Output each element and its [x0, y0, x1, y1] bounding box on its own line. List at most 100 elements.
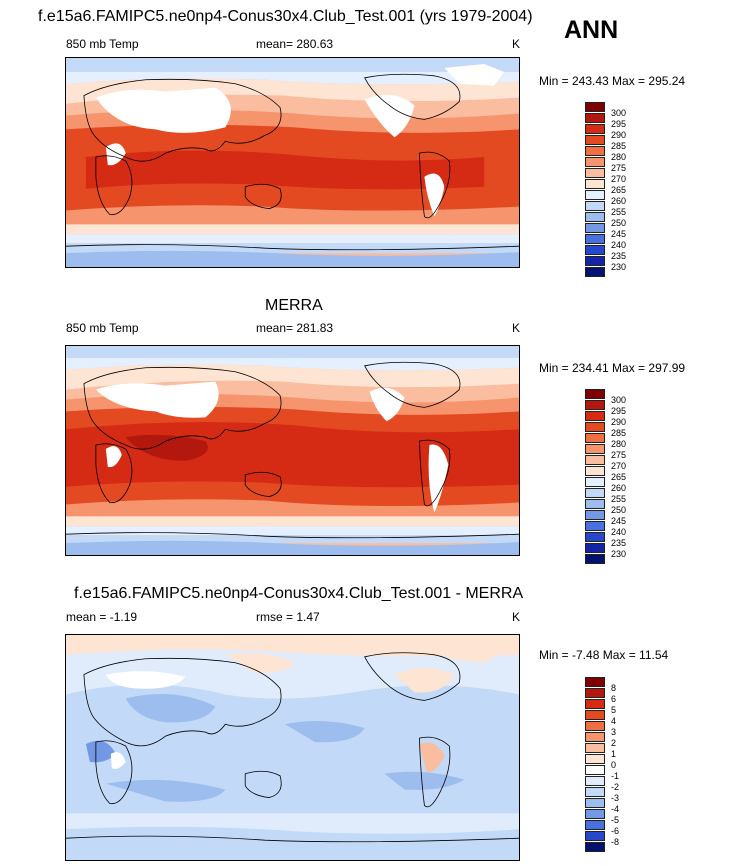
colorbar-swatch [585, 135, 605, 145]
colorbar-swatch [585, 776, 605, 786]
colorbar-swatch [585, 732, 605, 742]
colorbar-swatch [585, 422, 605, 432]
colorbar-label: 300 [611, 108, 627, 118]
colorbar-label: 300 [611, 395, 627, 405]
colorbar-swatch [585, 765, 605, 775]
colorbar-label: 285 [611, 141, 627, 151]
colorbar-label: -5 [611, 815, 620, 825]
colorbar-label: 0 [611, 760, 617, 770]
colorbar-swatch [585, 201, 605, 211]
top-panel-title: f.e15a6.FAMIPC5.ne0np4-Conus30x4.Club_Te… [38, 8, 533, 25]
colorbar-swatch [585, 488, 605, 498]
colorbar-swatch [585, 102, 605, 112]
middle-mean-label: mean= 281.83 [256, 321, 334, 335]
colorbar-label: -4 [611, 804, 620, 814]
colorbar-swatch [585, 223, 605, 233]
bottom-min-max-label: Min = -7.48 Max = 11.54 [539, 648, 669, 662]
colorbar-label: 230 [611, 262, 627, 272]
colorbar-label: 280 [611, 439, 627, 449]
colorbar-swatch [585, 842, 605, 852]
middle-panel-title: MERRA [265, 297, 323, 314]
top-units-label: K [512, 37, 521, 51]
colorbar-label: 265 [611, 472, 627, 482]
colorbar-label: 6 [611, 694, 617, 704]
colorbar-swatch [585, 554, 605, 564]
colorbar-label: 250 [611, 218, 627, 228]
colorbar-swatch [585, 400, 605, 410]
colorbar-label: 285 [611, 428, 627, 438]
colorbar-label: 4 [611, 716, 617, 726]
colorbar-swatch [585, 699, 605, 709]
colorbar-swatch [585, 677, 605, 687]
colorbar-label: 275 [611, 450, 627, 460]
middle-variable-label: 850 mb Temp [66, 321, 139, 335]
colorbar-swatch [585, 113, 605, 123]
colorbar-swatch [585, 820, 605, 830]
bottom-mean-label: mean = -1.19 [66, 610, 138, 624]
colorbar-swatch [585, 433, 605, 443]
colorbar-label: 265 [611, 185, 627, 195]
colorbar-label: 280 [611, 152, 627, 162]
colorbar-label: 5 [611, 705, 617, 715]
colorbar-label: 235 [611, 251, 627, 261]
colorbar-label: 255 [611, 207, 627, 217]
colorbar-swatch [585, 124, 605, 134]
colorbar-label: 255 [611, 494, 627, 504]
colorbar-swatch [585, 499, 605, 509]
colorbar-label: 1 [611, 749, 617, 759]
colorbar-label: 270 [611, 461, 627, 471]
colorbar-label: 3 [611, 727, 617, 737]
colorbar-label: 245 [611, 516, 627, 526]
colorbar-swatch [585, 831, 605, 841]
colorbar-label: 230 [611, 549, 627, 559]
colorbar-label: -8 [611, 837, 620, 847]
middle-min-max-label: Min = 234.41 Max = 297.99 [539, 361, 686, 375]
colorbar-label: 240 [611, 527, 627, 537]
colorbar-label: -6 [611, 826, 620, 836]
bottom-units-label: K [512, 610, 521, 624]
colorbar-swatch [585, 743, 605, 753]
colorbar-swatch [585, 754, 605, 764]
top-temperature-map [65, 57, 520, 268]
colorbar-label: 8 [611, 683, 617, 693]
colorbar-label: 295 [611, 119, 627, 129]
colorbar-label: 275 [611, 163, 627, 173]
bottom-rmse-label: rmse = 1.47 [256, 610, 320, 624]
colorbar-label: 235 [611, 538, 627, 548]
colorbar-swatch [585, 212, 605, 222]
colorbar-swatch [585, 168, 605, 178]
colorbar-swatch [585, 267, 605, 277]
colorbar-swatch [585, 179, 605, 189]
colorbar-swatch [585, 798, 605, 808]
colorbar-swatch [585, 245, 605, 255]
colorbar-swatch [585, 688, 605, 698]
colorbar-label: 240 [611, 240, 627, 250]
middle-temperature-map [65, 345, 520, 556]
colorbar-swatch [585, 721, 605, 731]
colorbar-label: 250 [611, 505, 627, 515]
colorbar-swatch [585, 787, 605, 797]
colorbar-label: 295 [611, 406, 627, 416]
colorbar-swatch [585, 190, 605, 200]
colorbar-swatch [585, 532, 605, 542]
colorbar-label: 270 [611, 174, 627, 184]
colorbar-label: 2 [611, 738, 617, 748]
colorbar-label: 260 [611, 483, 627, 493]
colorbar-swatch [585, 543, 605, 553]
colorbar-swatch [585, 521, 605, 531]
colorbar-swatch [585, 455, 605, 465]
colorbar-swatch [585, 157, 605, 167]
middle-units-label: K [512, 321, 521, 335]
colorbar-swatch [585, 710, 605, 720]
colorbar-swatch [585, 411, 605, 421]
colorbar-label: -1 [611, 771, 620, 781]
colorbar-swatch [585, 444, 605, 454]
colorbar-label: -2 [611, 782, 620, 792]
colorbar-label: 260 [611, 196, 627, 206]
colorbar-swatch [585, 234, 605, 244]
top-mean-label: mean= 280.63 [256, 37, 334, 51]
colorbar-swatch [585, 510, 605, 520]
colorbar-swatch [585, 466, 605, 476]
colorbar-label: 290 [611, 130, 627, 140]
bottom-difference-map [65, 634, 520, 861]
